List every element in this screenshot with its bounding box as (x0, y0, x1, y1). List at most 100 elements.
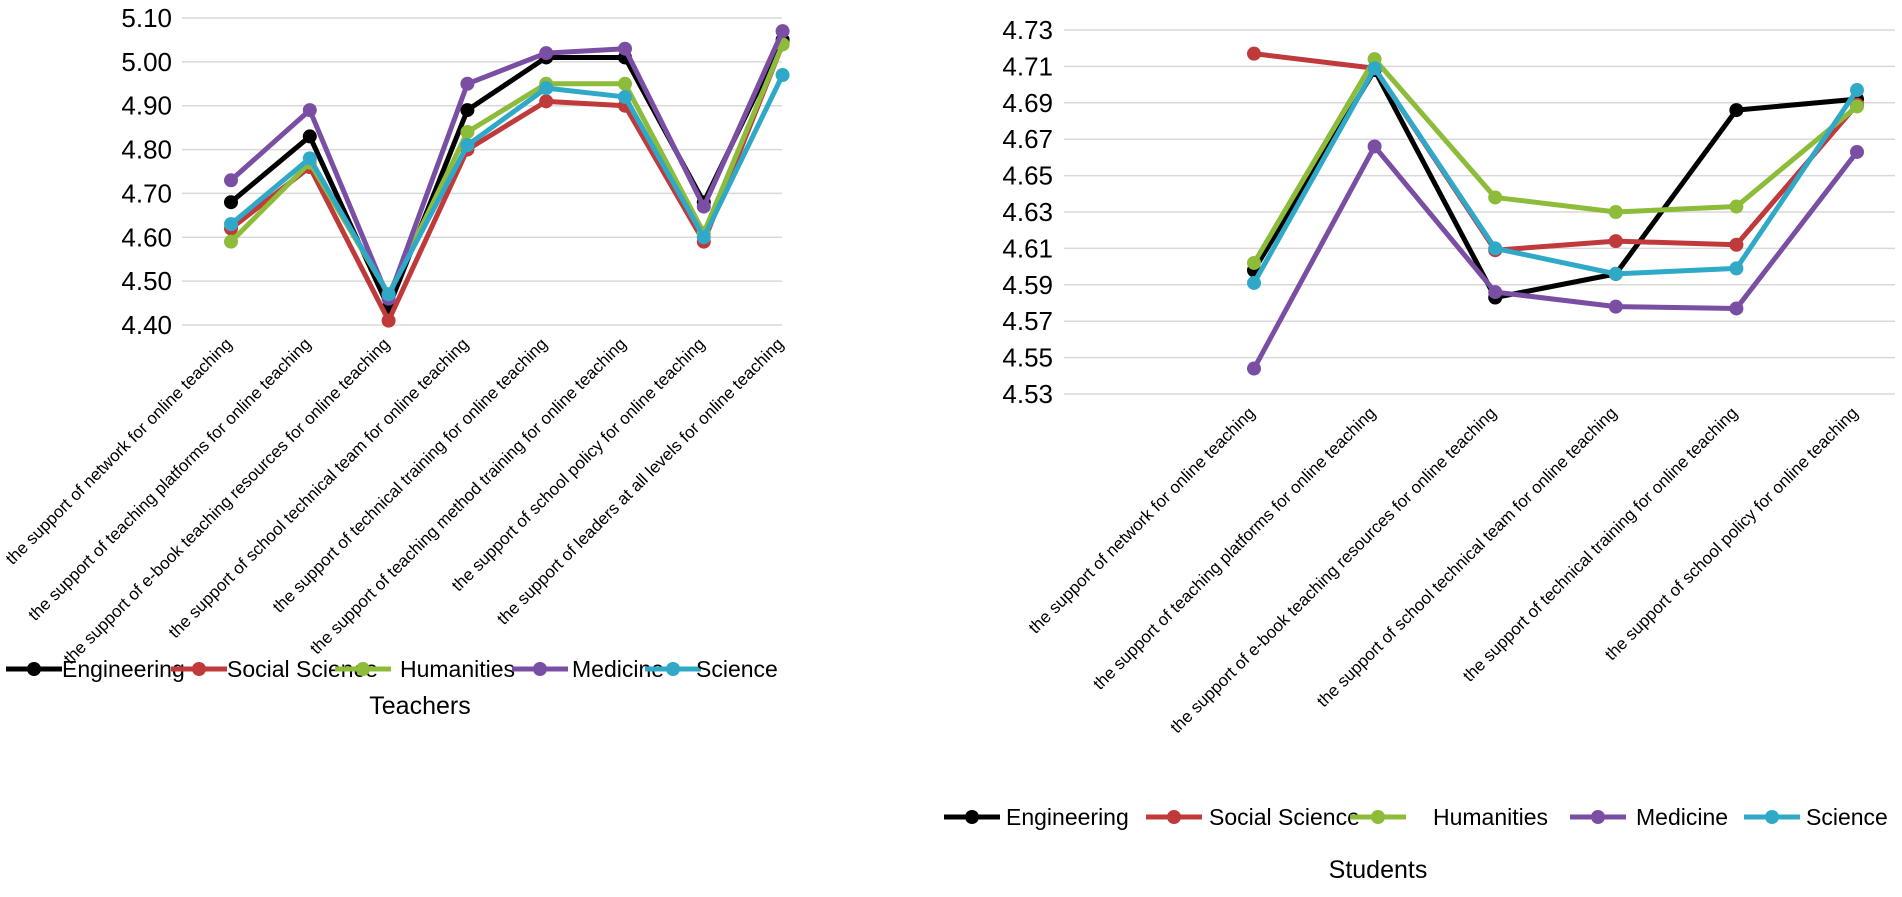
data-point (1367, 139, 1382, 154)
data-point (381, 287, 396, 302)
y-tick-label: 4.55 (1002, 343, 1053, 373)
y-tick-label: 4.67 (1002, 124, 1053, 154)
series-line (1251, 56, 1859, 265)
data-point (1608, 299, 1623, 314)
legend-swatch-marker (1765, 810, 1779, 824)
data-point (381, 313, 396, 328)
legend-item-science: Science (645, 656, 778, 682)
data-point (1729, 261, 1744, 276)
gridlines (182, 17, 782, 326)
legend-swatch-marker (356, 662, 370, 676)
legend-label: Science (696, 656, 778, 682)
series-humanities (224, 37, 790, 302)
series-science (224, 68, 790, 302)
y-tick-label: 4.57 (1002, 306, 1053, 336)
x-category-label: the support of network for online teachi… (1025, 403, 1259, 637)
data-point (1247, 46, 1261, 61)
data-point (302, 103, 317, 118)
data-point (1608, 234, 1623, 249)
legend-swatch-marker (1591, 810, 1605, 824)
data-point (1247, 275, 1261, 290)
data-point (618, 41, 632, 56)
x-category-label: the support of technical training for on… (269, 334, 551, 616)
data-point (618, 89, 632, 104)
legend-swatch-marker (533, 662, 547, 676)
y-tick-label: 4.71 (1002, 51, 1053, 81)
legend-label: Science (1806, 804, 1888, 830)
y-tick-label: 4.63 (1002, 197, 1053, 227)
legend-item-social-science: Social Science (1146, 804, 1360, 830)
y-tick-label: 4.73 (1002, 15, 1053, 45)
data-point (1488, 190, 1503, 205)
data-point (1729, 199, 1744, 214)
legend-item-humanities: Humanities (1350, 804, 1548, 830)
data-point (775, 24, 790, 39)
data-point (775, 68, 790, 83)
legend-item-science: Science (1744, 804, 1888, 830)
y-tick-label: 5.10 (121, 3, 172, 33)
data-point (224, 234, 238, 249)
data-point (539, 81, 554, 96)
data-point (696, 199, 711, 214)
chart-students: 4.53 4.55 4.57 4.59 4.61 4.63 4.65 4.67 4.69 4.71… (944, 15, 1895, 884)
series-line (1253, 51, 1859, 253)
x-category-label: the support of school technical team for… (165, 334, 472, 641)
data-point (618, 76, 632, 91)
legend: Engineering Social Science Humanities Medic… (6, 656, 778, 682)
y-tick-label: 4.53 (1002, 379, 1053, 409)
y-tick-label: 4.59 (1002, 270, 1053, 300)
data-point (460, 76, 475, 91)
legend-label: Humanities (400, 656, 515, 682)
y-tick-label: 4.69 (1002, 88, 1053, 118)
data-point (1488, 285, 1503, 300)
legend-swatch-marker (1371, 810, 1385, 824)
data-point (1850, 99, 1864, 114)
data-point (1488, 241, 1503, 256)
legend-item-medicine: Medicine (512, 656, 664, 682)
data-point (460, 138, 475, 153)
legend-item-engineering: Engineering (6, 656, 185, 682)
data-point (302, 129, 317, 144)
y-tick-label: 5.00 (121, 47, 172, 77)
chart-title: Teachers (369, 692, 470, 720)
data-point (1608, 266, 1623, 281)
data-point (539, 46, 554, 61)
chart-teachers: 4.40 4.50 4.60 4.70 4.80 4.90 5.00 5.10 the supp… (2, 3, 790, 720)
series-engineering (1247, 63, 1864, 305)
data-point (224, 217, 238, 232)
legend-swatch-marker (666, 662, 680, 676)
legend-item-humanities: Humanities (335, 656, 515, 682)
legend-swatch-marker (1167, 810, 1181, 824)
data-point (460, 103, 475, 118)
x-category-label: the support of leaders at all levels for… (493, 334, 787, 628)
series-line (229, 43, 785, 324)
gridlines (1064, 29, 1895, 395)
data-point (1247, 255, 1261, 270)
data-point (460, 125, 475, 140)
x-category-label: the support of technical training for on… (1459, 403, 1741, 685)
data-point (1367, 61, 1382, 76)
y-tick-label: 4.61 (1002, 233, 1053, 263)
legend-swatch-marker (27, 662, 41, 676)
data-point (1729, 103, 1744, 118)
y-tick-label: 4.70 (121, 178, 172, 208)
legend-item-medicine: Medicine (1570, 804, 1728, 830)
series-line (1251, 65, 1860, 285)
data-point (1729, 301, 1744, 316)
series-line (229, 73, 785, 297)
series-science (1247, 61, 1864, 290)
y-tick-label: 4.90 (121, 91, 172, 121)
series-humanities (1247, 52, 1864, 270)
series-medicine (1247, 139, 1864, 376)
data-point (539, 94, 554, 109)
x-category-label: the support of school policy for online … (1601, 403, 1862, 664)
data-point (224, 173, 238, 188)
data-point (696, 230, 711, 245)
legend-label: Humanities (1433, 804, 1548, 830)
chart-title: Students (1329, 856, 1428, 884)
data-point (1608, 205, 1623, 219)
data-point (1850, 83, 1864, 98)
legend-label: Medicine (1636, 804, 1728, 830)
data-point (1247, 361, 1261, 376)
series-line (229, 30, 785, 302)
